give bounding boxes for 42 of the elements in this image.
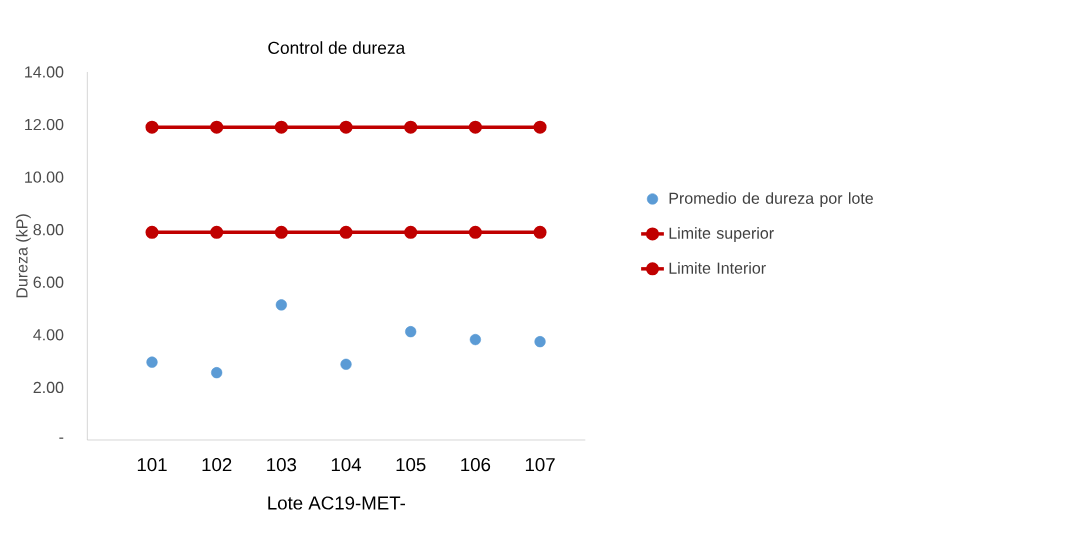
point: [145, 120, 159, 134]
point: [211, 367, 223, 379]
point: [210, 120, 224, 134]
point: [534, 336, 546, 348]
point: [405, 326, 417, 338]
y-tick-label: 4.00: [33, 329, 64, 341]
y-tick-label: 14.00: [25, 66, 64, 78]
point: [339, 120, 353, 134]
chart-title: Control de dureza: [268, 41, 406, 54]
x-tick-label: 106: [461, 458, 491, 472]
point: [533, 225, 547, 239]
x-tick-label: 104: [331, 458, 362, 472]
x-tick-label: 103: [267, 458, 297, 472]
point: [339, 225, 353, 239]
x-tick-label: 101: [137, 458, 167, 472]
y-tick-label: 6.00: [33, 276, 64, 288]
y-tick-label: 10.00: [25, 171, 64, 183]
y-tick-label: 8.00: [33, 224, 64, 236]
legend-label: Limite Interior: [669, 262, 766, 274]
point: [274, 225, 288, 239]
y-axis-title: Dureza (kP): [15, 214, 31, 298]
x-axis-title: Lote AC19-MET-: [268, 496, 406, 510]
y-tick-label: -: [59, 437, 64, 439]
point: [468, 120, 482, 134]
y-tick-label: 2.00: [33, 381, 64, 394]
point: [146, 356, 158, 368]
y-tick-label: 12.00: [25, 118, 64, 131]
point: [469, 333, 481, 346]
point: [404, 120, 418, 134]
x-tick-label: 105: [396, 458, 426, 472]
point: [210, 225, 224, 239]
point: [533, 120, 547, 134]
x-tick-label: 107: [525, 458, 555, 472]
point: [274, 120, 288, 134]
legend-label: Limite superior: [669, 227, 774, 243]
point: [404, 225, 418, 239]
point: [340, 358, 352, 370]
point: [145, 225, 159, 239]
point: [275, 299, 287, 311]
x-tick-label: 102: [202, 458, 232, 472]
legend-label: Promedio de dureza por lote: [669, 192, 873, 208]
point: [468, 225, 482, 239]
